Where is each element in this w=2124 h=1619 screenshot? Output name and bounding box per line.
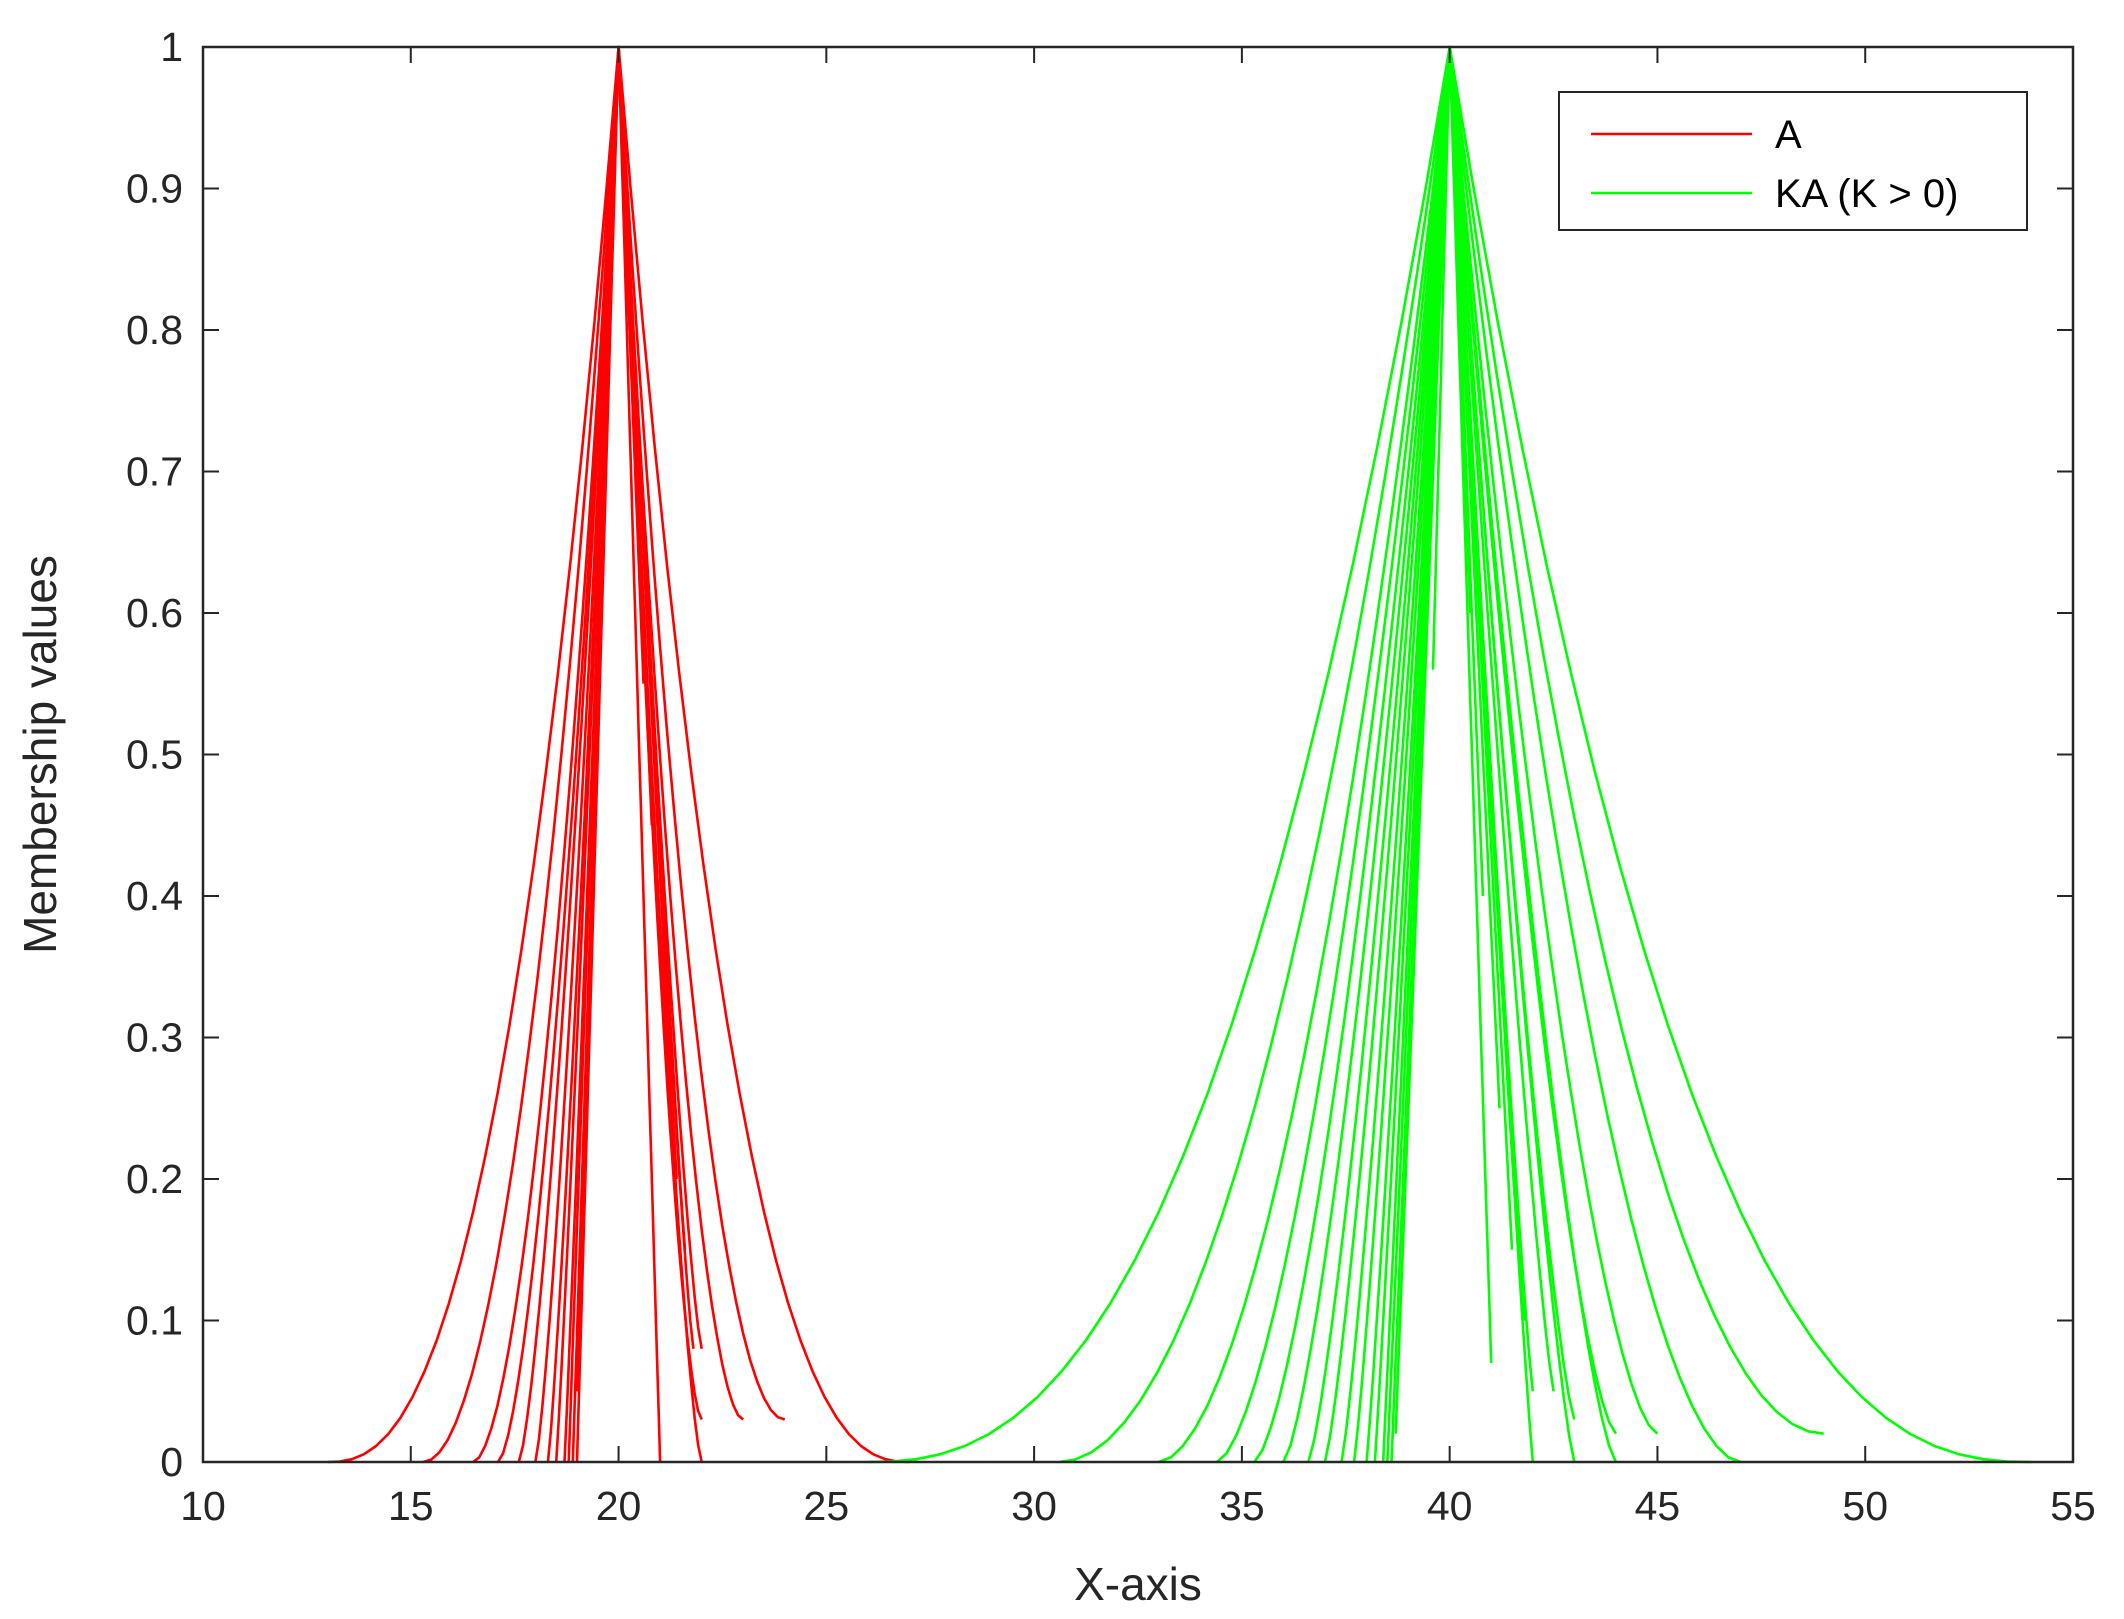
x-tick-label: 10: [180, 1483, 226, 1529]
legend-box: [1558, 91, 2028, 231]
y-tick-label: 0.8: [126, 307, 183, 353]
axis-ticks: [202, 46, 2074, 1463]
x-tick-label: 45: [1635, 1483, 1681, 1529]
legend: A KA (K > 0): [1558, 91, 2028, 231]
x-tick-label: 30: [1011, 1483, 1057, 1529]
y-tick-label: 0.9: [126, 166, 183, 212]
y-tick-label: 0.3: [126, 1015, 183, 1061]
legend-label-ka: KA (K > 0): [1775, 172, 1958, 216]
x-tick-labels: 10 15 20 25 30 35 40 45 50 55: [180, 1483, 2096, 1529]
y-axis-label: Membership values: [14, 555, 66, 954]
y-tick-label: 0.4: [126, 873, 183, 919]
y-tick-labels: 0 0.1 0.2 0.3 0.4 0.5 0.6 0.7 0.8 0.9 1: [126, 24, 183, 1485]
y-tick-label: 0.7: [126, 449, 183, 495]
x-tick-label: 50: [1842, 1483, 1888, 1529]
y-tick-label: 0.2: [126, 1156, 183, 1202]
x-tick-label: 55: [2050, 1483, 2096, 1529]
x-tick-label: 20: [596, 1483, 642, 1529]
x-tick-label: 25: [804, 1483, 850, 1529]
y-tick-label: 0.6: [126, 590, 183, 636]
y-tick-label: 0.1: [126, 1298, 183, 1344]
y-tick-label: 0.5: [126, 732, 183, 778]
x-axis-label: X-axis: [1074, 1558, 1202, 1610]
x-tick-label: 35: [1219, 1483, 1265, 1529]
legend-label-a: A: [1775, 113, 1802, 157]
y-tick-label: 0: [160, 1439, 183, 1485]
y-tick-label: 1: [160, 24, 183, 70]
x-tick-label: 40: [1427, 1483, 1473, 1529]
x-tick-label: 15: [388, 1483, 434, 1529]
